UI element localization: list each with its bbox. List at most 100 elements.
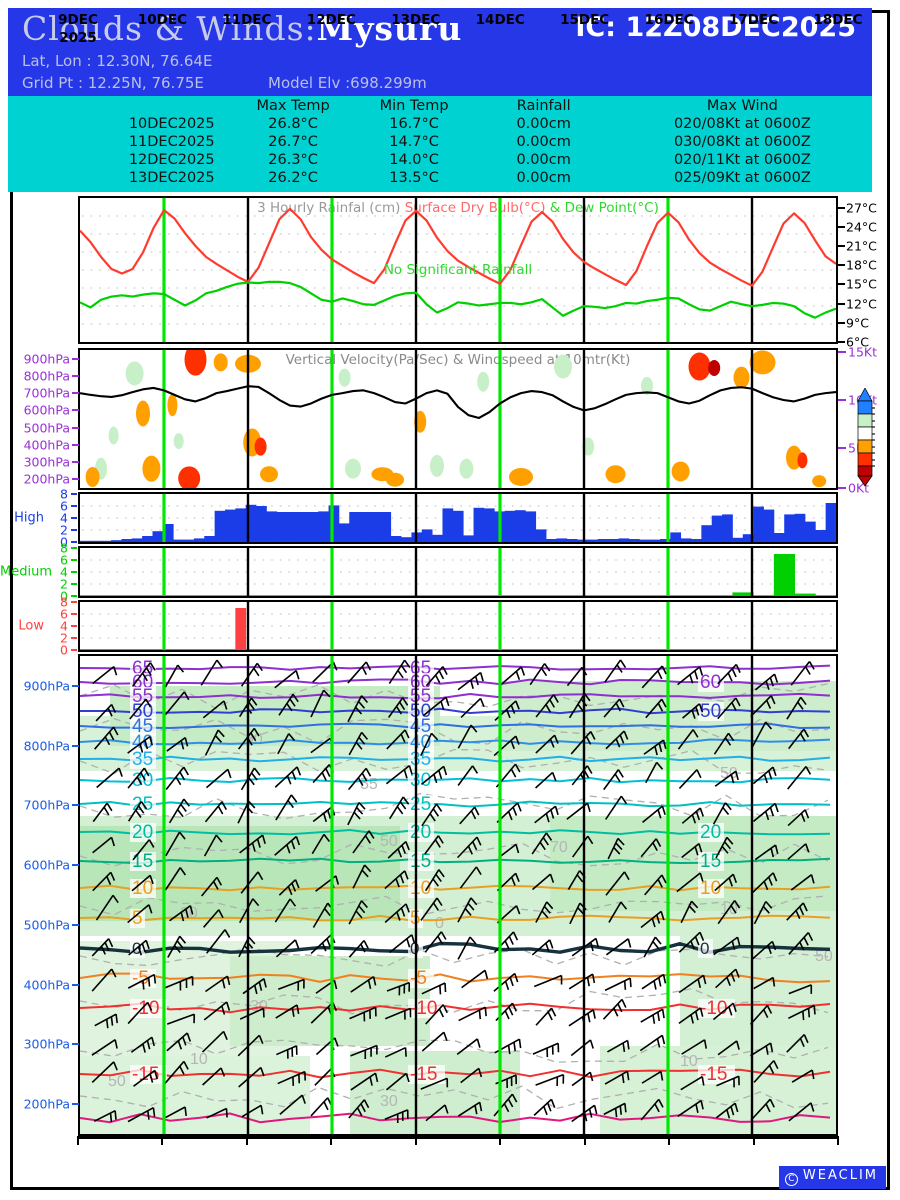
wind-barb bbox=[604, 977, 632, 992]
wind-barb bbox=[240, 871, 264, 894]
wind-barb bbox=[643, 936, 662, 958]
cloud-bar bbox=[266, 511, 278, 542]
axis-tick bbox=[72, 426, 79, 429]
wind-barb bbox=[274, 835, 301, 856]
wind-barb bbox=[568, 973, 596, 990]
cloud-bar bbox=[90, 649, 102, 650]
isotherm-label: -15 bbox=[700, 1064, 727, 1085]
axis-tick bbox=[72, 478, 79, 481]
wind-barb bbox=[93, 1109, 117, 1123]
wind-barb bbox=[384, 1007, 412, 1020]
cloud-bar bbox=[546, 649, 557, 650]
cloud-bar bbox=[670, 649, 682, 650]
cloud-bar bbox=[338, 523, 350, 542]
axis-tick bbox=[72, 461, 79, 464]
cloud-bar bbox=[815, 595, 827, 596]
isotherm-label: 35 bbox=[132, 749, 153, 770]
wind-barb bbox=[384, 1109, 409, 1123]
wind-barb bbox=[786, 1033, 809, 1053]
wind-barb bbox=[350, 1072, 379, 1091]
wind-barb bbox=[532, 1042, 560, 1058]
wind-barb bbox=[677, 1099, 704, 1118]
wind-barb bbox=[348, 939, 369, 958]
cloud-axis-tick-label: 4 bbox=[60, 564, 68, 580]
wind-barb bbox=[348, 900, 368, 925]
wind-barb bbox=[681, 807, 704, 824]
wind-barb bbox=[643, 739, 667, 756]
cloud-bar bbox=[711, 595, 723, 596]
cloud-bar bbox=[390, 536, 402, 542]
header-banner: Clouds & Winds:Mysuru IC: 12Z08DEC2025 L… bbox=[8, 8, 872, 96]
cloud-bar bbox=[287, 649, 298, 650]
cloud-bar bbox=[546, 539, 557, 542]
wind-barb bbox=[240, 767, 261, 791]
cloud-layer-label-medium: Medium bbox=[0, 564, 52, 580]
cloud-bar bbox=[659, 649, 671, 650]
wind-barb bbox=[678, 769, 702, 790]
cloud-bar bbox=[235, 508, 247, 542]
cloud-bar bbox=[618, 649, 630, 650]
wind-barb bbox=[347, 801, 366, 826]
high-cloud-plot bbox=[80, 494, 836, 542]
cloud-bar bbox=[483, 508, 495, 542]
wind-barb bbox=[681, 842, 703, 859]
cloud-axis-tick-label: 6 bbox=[60, 606, 68, 622]
cloud-axis-tick-label: 0 bbox=[60, 534, 68, 550]
wind-barb bbox=[457, 936, 477, 960]
cloud-bar bbox=[266, 595, 278, 596]
cloud-bar bbox=[349, 649, 361, 650]
cloud-bar bbox=[525, 511, 537, 542]
axis-tick bbox=[838, 341, 845, 343]
cloud-bar bbox=[256, 649, 267, 650]
table-row: 11DEC2025 26.7°C 14.7°C 0.00cm 030/08Kt at 0… bbox=[8, 133, 872, 151]
isotherm-label: 45 bbox=[132, 716, 153, 737]
wind-barb bbox=[717, 900, 741, 925]
cloud-bar bbox=[701, 649, 713, 650]
cloud-bar bbox=[193, 538, 205, 542]
cloud-axis-tick-label: 6 bbox=[60, 498, 68, 514]
cloud-bar bbox=[742, 592, 754, 596]
cloud-bar bbox=[328, 505, 340, 542]
axis-tick-label: 24°C bbox=[846, 219, 877, 235]
cell-date: 13DEC2025 bbox=[128, 170, 215, 186]
cloud-bar bbox=[794, 593, 806, 596]
wind-barb bbox=[166, 736, 189, 752]
wind-barb bbox=[348, 731, 369, 756]
wind-barb bbox=[493, 1093, 518, 1117]
title-prefix: Clouds & Winds: bbox=[22, 9, 317, 48]
cloud-bar bbox=[369, 649, 381, 650]
cloud-bar bbox=[152, 531, 164, 542]
wind-barb bbox=[641, 665, 667, 689]
time-axis-tick bbox=[499, 1136, 502, 1145]
wind-barb bbox=[459, 806, 480, 825]
vv-cell bbox=[386, 472, 404, 487]
axis-tick-label: 21°C bbox=[846, 238, 877, 254]
wind-barb bbox=[786, 902, 808, 921]
vv-cell bbox=[108, 426, 119, 445]
wind-barb bbox=[456, 1038, 481, 1056]
axis-tick bbox=[838, 225, 845, 228]
cloud-axis-tick-label: 8 bbox=[60, 540, 68, 556]
wind-barb bbox=[641, 1070, 664, 1084]
wind-barb bbox=[535, 1073, 565, 1086]
wind-barb bbox=[312, 661, 338, 683]
cloud-bar bbox=[680, 649, 692, 650]
cloud-bar bbox=[784, 514, 795, 542]
isotherm-label: 15 bbox=[700, 851, 721, 872]
cloud-bar bbox=[111, 649, 122, 650]
wind-barb bbox=[310, 689, 331, 718]
axis-tick-label: 700hPa bbox=[23, 385, 70, 401]
cloud-bar bbox=[390, 595, 402, 596]
cloud-bar bbox=[577, 649, 588, 650]
station-name: Mysuru bbox=[316, 9, 463, 48]
cloud-bar bbox=[245, 649, 257, 650]
cloud-bar bbox=[442, 649, 454, 650]
time-axis-label: 14DEC bbox=[475, 12, 525, 28]
wind-barb bbox=[681, 1039, 708, 1055]
vv-cell bbox=[708, 359, 721, 376]
axis-tick-label: 900hPa bbox=[23, 351, 70, 367]
axis-tick bbox=[72, 684, 79, 687]
low-cloud-plot bbox=[80, 602, 836, 650]
wind-barb bbox=[712, 1002, 737, 1021]
axis-tick bbox=[72, 443, 79, 446]
